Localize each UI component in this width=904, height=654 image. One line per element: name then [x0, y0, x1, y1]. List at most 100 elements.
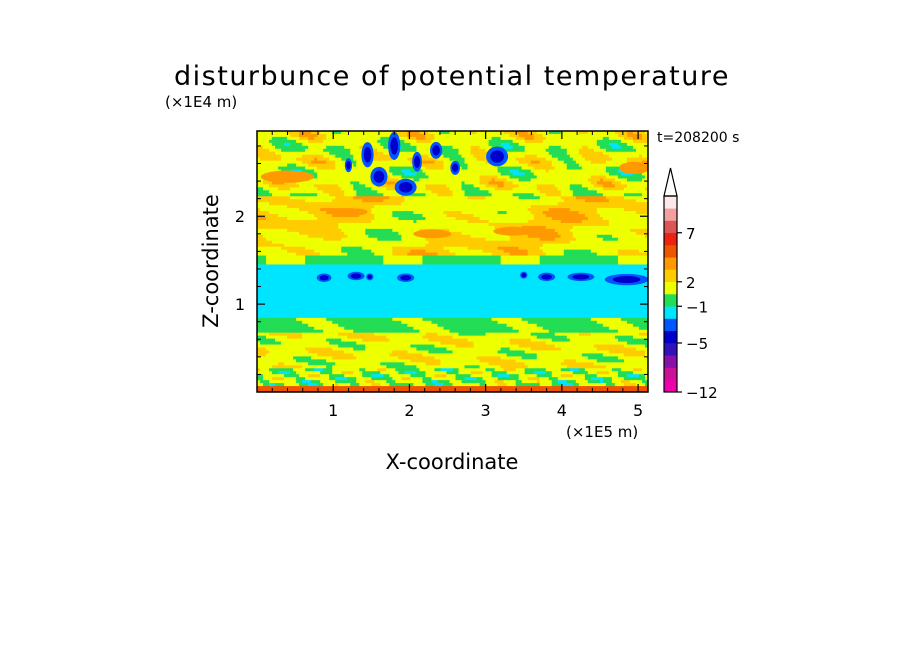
contour-cell — [257, 154, 282, 159]
contour-cell — [326, 359, 411, 363]
contour-cell — [500, 154, 526, 159]
contour-cell — [287, 205, 375, 209]
contour-cell — [407, 252, 439, 257]
contour-cell — [626, 178, 643, 183]
contour-cell — [473, 344, 520, 349]
contour-cell — [400, 275, 411, 281]
contour-cell — [518, 246, 541, 251]
contour-cell — [527, 208, 550, 212]
contour-cell — [401, 237, 427, 242]
contour-cell — [257, 323, 309, 328]
contour-cell — [545, 371, 553, 375]
contour-cell — [503, 368, 517, 372]
contour-cell — [422, 377, 433, 381]
contour-cell — [365, 231, 399, 236]
contour-cell — [608, 222, 648, 227]
contour-cell — [326, 365, 333, 369]
contour-cell — [305, 368, 315, 372]
contour-cell — [491, 193, 514, 197]
contour-cell — [590, 377, 604, 381]
contour-cell — [554, 237, 577, 242]
contour-cell — [449, 228, 502, 233]
contour-cell — [560, 193, 574, 197]
contour-cell — [257, 303, 648, 307]
contour-cell — [278, 187, 291, 191]
contour-cell — [290, 196, 336, 200]
contour-cell — [497, 377, 520, 381]
contour-cell — [509, 347, 532, 352]
contour-cell — [257, 365, 273, 369]
contour-cell — [326, 136, 381, 141]
contour-cell — [329, 377, 336, 381]
contour-cell — [485, 332, 532, 337]
contour-cell — [353, 184, 366, 188]
contour-cell — [308, 145, 327, 150]
contour-cell — [314, 169, 390, 174]
contour-cell — [383, 255, 424, 260]
contour-cell — [509, 341, 547, 346]
contour-cell — [632, 371, 648, 375]
contour-cell — [524, 145, 550, 150]
contour-cell — [332, 320, 402, 325]
contour-cell — [485, 383, 499, 387]
contour-cell — [641, 133, 648, 138]
contour-cell — [401, 234, 424, 239]
contour-cell — [458, 368, 487, 372]
contour-cell — [311, 131, 321, 135]
contour-cell — [269, 184, 300, 188]
contour-cell — [518, 344, 556, 349]
contour-cell — [317, 217, 375, 221]
contour-cell — [602, 380, 613, 384]
contour-cell — [257, 217, 267, 221]
contour-cell — [266, 353, 318, 358]
contour-cell — [350, 383, 360, 387]
contour-cell — [584, 368, 613, 372]
contour-cell — [590, 332, 640, 337]
contour-cell — [635, 383, 646, 387]
contour-cell — [284, 243, 427, 248]
contour-cell — [329, 151, 351, 156]
contour-cell — [284, 142, 291, 147]
contour-cell — [302, 365, 327, 369]
contour-cell — [635, 347, 648, 352]
contour-cell — [410, 359, 442, 363]
contour-cell — [644, 131, 648, 135]
contour-cell — [557, 157, 574, 162]
contour-cell — [383, 151, 439, 156]
contour-cell — [605, 160, 628, 165]
contour-cell — [326, 160, 336, 165]
contour-cell — [536, 187, 559, 191]
contour-cell — [257, 264, 648, 269]
contour-cell — [596, 320, 628, 325]
contour-cell — [305, 261, 384, 266]
contour-cell — [257, 344, 339, 349]
contour-cell — [566, 380, 577, 384]
contour-cell — [386, 335, 424, 340]
contour-cell — [434, 383, 445, 387]
contour-cell — [632, 368, 643, 372]
contour-cell — [539, 377, 550, 381]
contour-cell — [257, 196, 291, 200]
contour-cell — [548, 377, 559, 381]
contour-cell — [428, 338, 469, 343]
contour-cell — [608, 172, 622, 177]
contour-cell — [527, 131, 538, 135]
contour-cell — [446, 184, 463, 188]
contour-cell — [281, 154, 303, 159]
contour-cell — [335, 196, 354, 200]
colorbar-swatch — [664, 257, 677, 270]
contour-cell — [608, 326, 640, 331]
contour-cell — [296, 252, 321, 257]
contour-cell — [425, 193, 439, 197]
contour-cell — [644, 175, 648, 180]
contour-cell — [416, 145, 439, 150]
contour-cell — [320, 252, 348, 257]
contour-cell — [434, 133, 511, 138]
contour-cell — [608, 199, 637, 203]
contour-cell — [416, 136, 427, 141]
contour-cell — [368, 234, 402, 239]
contour-cell — [494, 151, 550, 156]
contour-cell — [632, 139, 648, 144]
contour-cell — [365, 184, 378, 188]
contour-cell — [281, 341, 330, 346]
